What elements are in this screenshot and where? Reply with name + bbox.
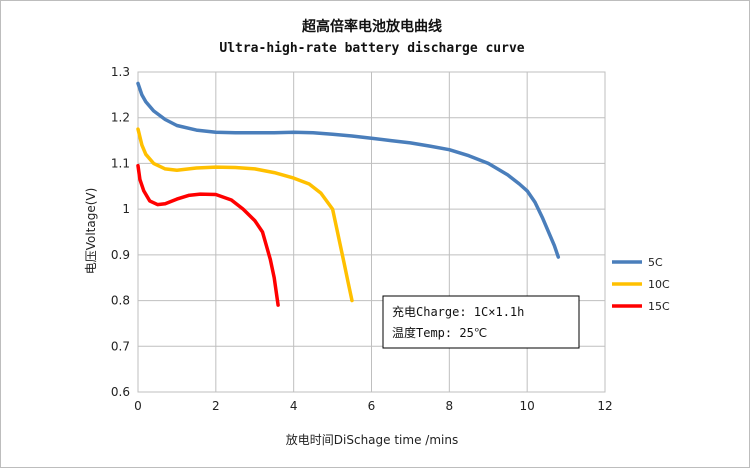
legend-label-5c: 5C — [648, 256, 663, 269]
annotation-box: 充电Charge: 1C×1.1h 温度Temp: 25℃ — [382, 295, 580, 349]
x-tick-label: 10 — [520, 399, 535, 413]
grid — [137, 71, 606, 393]
series-lines — [136, 81, 561, 307]
x-tick-label: 2 — [212, 399, 220, 413]
y-tick-label: 0.7 — [111, 339, 130, 353]
x-tick-label: 6 — [368, 399, 376, 413]
series-line-15c — [136, 163, 280, 307]
x-tick-label: 12 — [597, 399, 612, 413]
series-line-5c — [136, 81, 561, 259]
legend-label-10c: 10C — [648, 278, 670, 291]
annotation-border — [382, 295, 580, 349]
y-tick-label: 1.1 — [111, 156, 130, 170]
annotation-charge: 充电Charge: 1C×1.1h — [392, 304, 524, 319]
legend-label-15c: 15C — [648, 300, 670, 313]
series-line-10c — [136, 127, 354, 303]
chart-subtitle: Ultra-high-rate battery discharge curve — [219, 41, 524, 56]
x-tick-label: 0 — [134, 399, 142, 413]
y-axis-label: 电压Voltage(V) — [84, 188, 98, 275]
y-tick-label: 1.2 — [111, 111, 130, 125]
legend: 5C 10C 15C — [612, 256, 670, 313]
y-tick-label: 0.9 — [111, 248, 130, 262]
y-tick-label: 0.8 — [111, 294, 130, 308]
y-tick-label: 1 — [122, 202, 130, 216]
plot-area — [137, 71, 606, 393]
y-tick-label: 0.6 — [111, 385, 130, 399]
y-tick-label: 1.3 — [111, 65, 130, 79]
x-tick-label: 8 — [446, 399, 454, 413]
chart-title: 超高倍率电池放电曲线 — [301, 18, 442, 35]
annotation-temp: 温度Temp: 25℃ — [392, 325, 487, 340]
axis-ticks: 0.6 0.7 0.8 0.9 1 1.1 1.2 1.3 0 2 4 6 8 10 12 — [111, 65, 613, 413]
x-tick-label: 4 — [290, 399, 298, 413]
x-axis-label: 放电时间DiSchage time /mins — [286, 432, 458, 447]
